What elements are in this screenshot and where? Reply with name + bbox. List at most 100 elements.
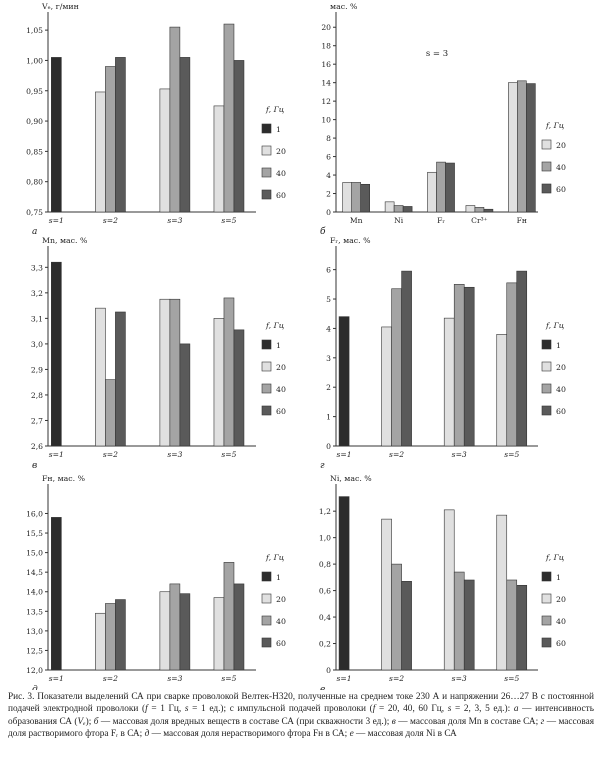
x-tick-label: Ni	[394, 216, 404, 225]
bar-s5-f40	[506, 579, 518, 671]
y-tick-label: 2	[326, 190, 331, 199]
legend-swatch-f20	[261, 361, 272, 372]
bar-Cr-f20	[465, 205, 476, 213]
bar-s5-f60	[516, 584, 528, 671]
y-tick-label: 1,00	[26, 56, 43, 65]
bar-s3-f20	[159, 298, 171, 447]
y-tick-label: 14,0	[26, 588, 43, 597]
legend-label-f40: 40	[276, 385, 286, 394]
bar-s3-f20	[159, 88, 171, 213]
bar-s3-f40	[169, 26, 181, 213]
legend-swatch-f20	[541, 361, 552, 372]
legend-label-f60: 60	[556, 185, 566, 194]
bar-s3-f40	[169, 583, 181, 671]
legend: f, Гц 1 20 40 60	[541, 553, 566, 648]
bar-s3-f60	[463, 286, 475, 447]
legend-label-f20: 20	[556, 141, 566, 150]
y-tick-label: 0,75	[26, 208, 43, 217]
legend-swatch-f20	[541, 139, 552, 150]
bar-s3-f20	[159, 591, 171, 671]
bar-s2-f60	[115, 311, 126, 447]
y-axis-label: мас. %	[330, 2, 357, 11]
panel-letter: в	[32, 461, 37, 471]
legend: f, Гц 20 40 60	[541, 121, 566, 194]
chart-annotation: s = 3	[426, 49, 448, 59]
y-tick-label: 2	[326, 383, 331, 392]
x-tick-label: s=3	[167, 674, 182, 683]
legend: f, Гц 1 20 40 60	[541, 321, 566, 416]
chart-panel-в: 2,6 2,7 2,8 2,9 3,0 3,1 3,2 3,3 Mn, мас. % в s=1 s=…	[31, 236, 286, 471]
y-tick-label: 0	[326, 442, 331, 451]
y-tick-label: 2,6	[31, 442, 43, 451]
x-tick-label: s=5	[504, 450, 519, 459]
bar-s5-f60	[233, 60, 245, 213]
legend-label-f40: 40	[276, 169, 286, 178]
y-tick-label: 1,05	[26, 26, 43, 35]
bar-Ni-f20	[384, 201, 395, 213]
bar-F-f60	[445, 162, 455, 213]
legend-label-f1: 1	[276, 573, 281, 582]
legend-label-f60: 60	[276, 639, 286, 648]
chart-panel-б: 0 2 4 6 8 10 12 14 16 18 20 мас. % б s = 3 Mn Ni Fᵣ Cr³⁺ F…	[320, 2, 566, 237]
y-tick-label: 3	[326, 354, 331, 363]
y-tick-label: 4	[326, 171, 331, 180]
bar-s1-f1	[338, 316, 350, 447]
bar-s2-f40	[105, 603, 116, 671]
y-tick-label: 20	[321, 23, 331, 32]
bar-s5-f40	[223, 23, 235, 213]
bar-s2-f60	[115, 599, 126, 671]
bar-s2-f40	[105, 66, 116, 213]
legend-swatch-f60	[261, 189, 272, 200]
bar-s2-f40	[105, 379, 116, 447]
legend-label-f1: 1	[276, 125, 281, 134]
legend-swatch-f1	[541, 571, 552, 582]
bar-s1-f1	[51, 57, 62, 213]
bar-s5-f20	[496, 334, 508, 447]
x-tick-label: Cr³⁺	[471, 216, 488, 225]
y-tick-label: 0,2	[319, 640, 331, 649]
bar-s2-f40	[391, 288, 402, 447]
y-tick-label: 0	[326, 208, 331, 217]
y-tick-label: 0,8	[319, 560, 331, 569]
panel-letter: б	[320, 226, 326, 237]
y-axis-label: Fᵣ, мас. %	[330, 236, 371, 245]
y-tick-label: 15,5	[26, 529, 43, 538]
bar-s3-f60	[463, 579, 475, 671]
legend-title: f, Гц	[265, 105, 285, 114]
y-tick-label: 2,7	[31, 416, 43, 425]
legend-label-f1: 1	[556, 573, 561, 582]
bar-F-f20	[427, 171, 437, 213]
y-tick-label: 1	[326, 413, 331, 422]
y-tick-label: 1,2	[319, 507, 331, 516]
y-tick-label: 16,0	[26, 509, 43, 518]
legend-label-f60: 60	[556, 407, 566, 416]
legend-swatch-f60	[261, 405, 272, 416]
x-tick-label: s=5	[221, 216, 236, 225]
y-tick-label: 16	[321, 60, 331, 69]
bar-s1-f1	[51, 517, 62, 671]
y-axis-label: Vₑ, г/мин	[41, 2, 79, 11]
y-tick-label: 3,0	[31, 340, 43, 349]
legend-swatch-f40	[541, 383, 552, 394]
legend-swatch-f40	[541, 615, 552, 626]
y-tick-label: 15,0	[26, 549, 43, 558]
y-tick-label: 5	[326, 295, 331, 304]
figure-caption: Рис. 3. Показатели выделений СА при свар…	[8, 692, 594, 740]
y-tick-label: 0,4	[319, 613, 331, 622]
x-tick-label: s=1	[49, 674, 64, 683]
legend-swatch-f60	[541, 637, 552, 648]
bar-Mn-f60	[360, 183, 371, 213]
bar-Ni-f40	[393, 205, 404, 213]
x-tick-label: s=1	[337, 674, 352, 683]
legend-label-f60: 60	[556, 639, 566, 648]
y-axis-label: Fн, мас. %	[42, 474, 85, 483]
bar-s2-f40	[391, 563, 402, 671]
legend-label-f20: 20	[556, 595, 566, 604]
legend-swatch-f40	[261, 383, 272, 394]
x-tick-label: s=2	[389, 450, 404, 459]
panel-letter: г	[320, 461, 325, 471]
y-tick-label: 13,5	[26, 607, 43, 616]
bar-s5-f60	[516, 270, 528, 447]
chart-panel-е: 0 0,2 0,4 0,6 0,8 1,0 1,2 Ni, мас. % е s=1 s=2 s=3 s…	[319, 474, 566, 690]
panel-letter: а	[32, 227, 37, 237]
